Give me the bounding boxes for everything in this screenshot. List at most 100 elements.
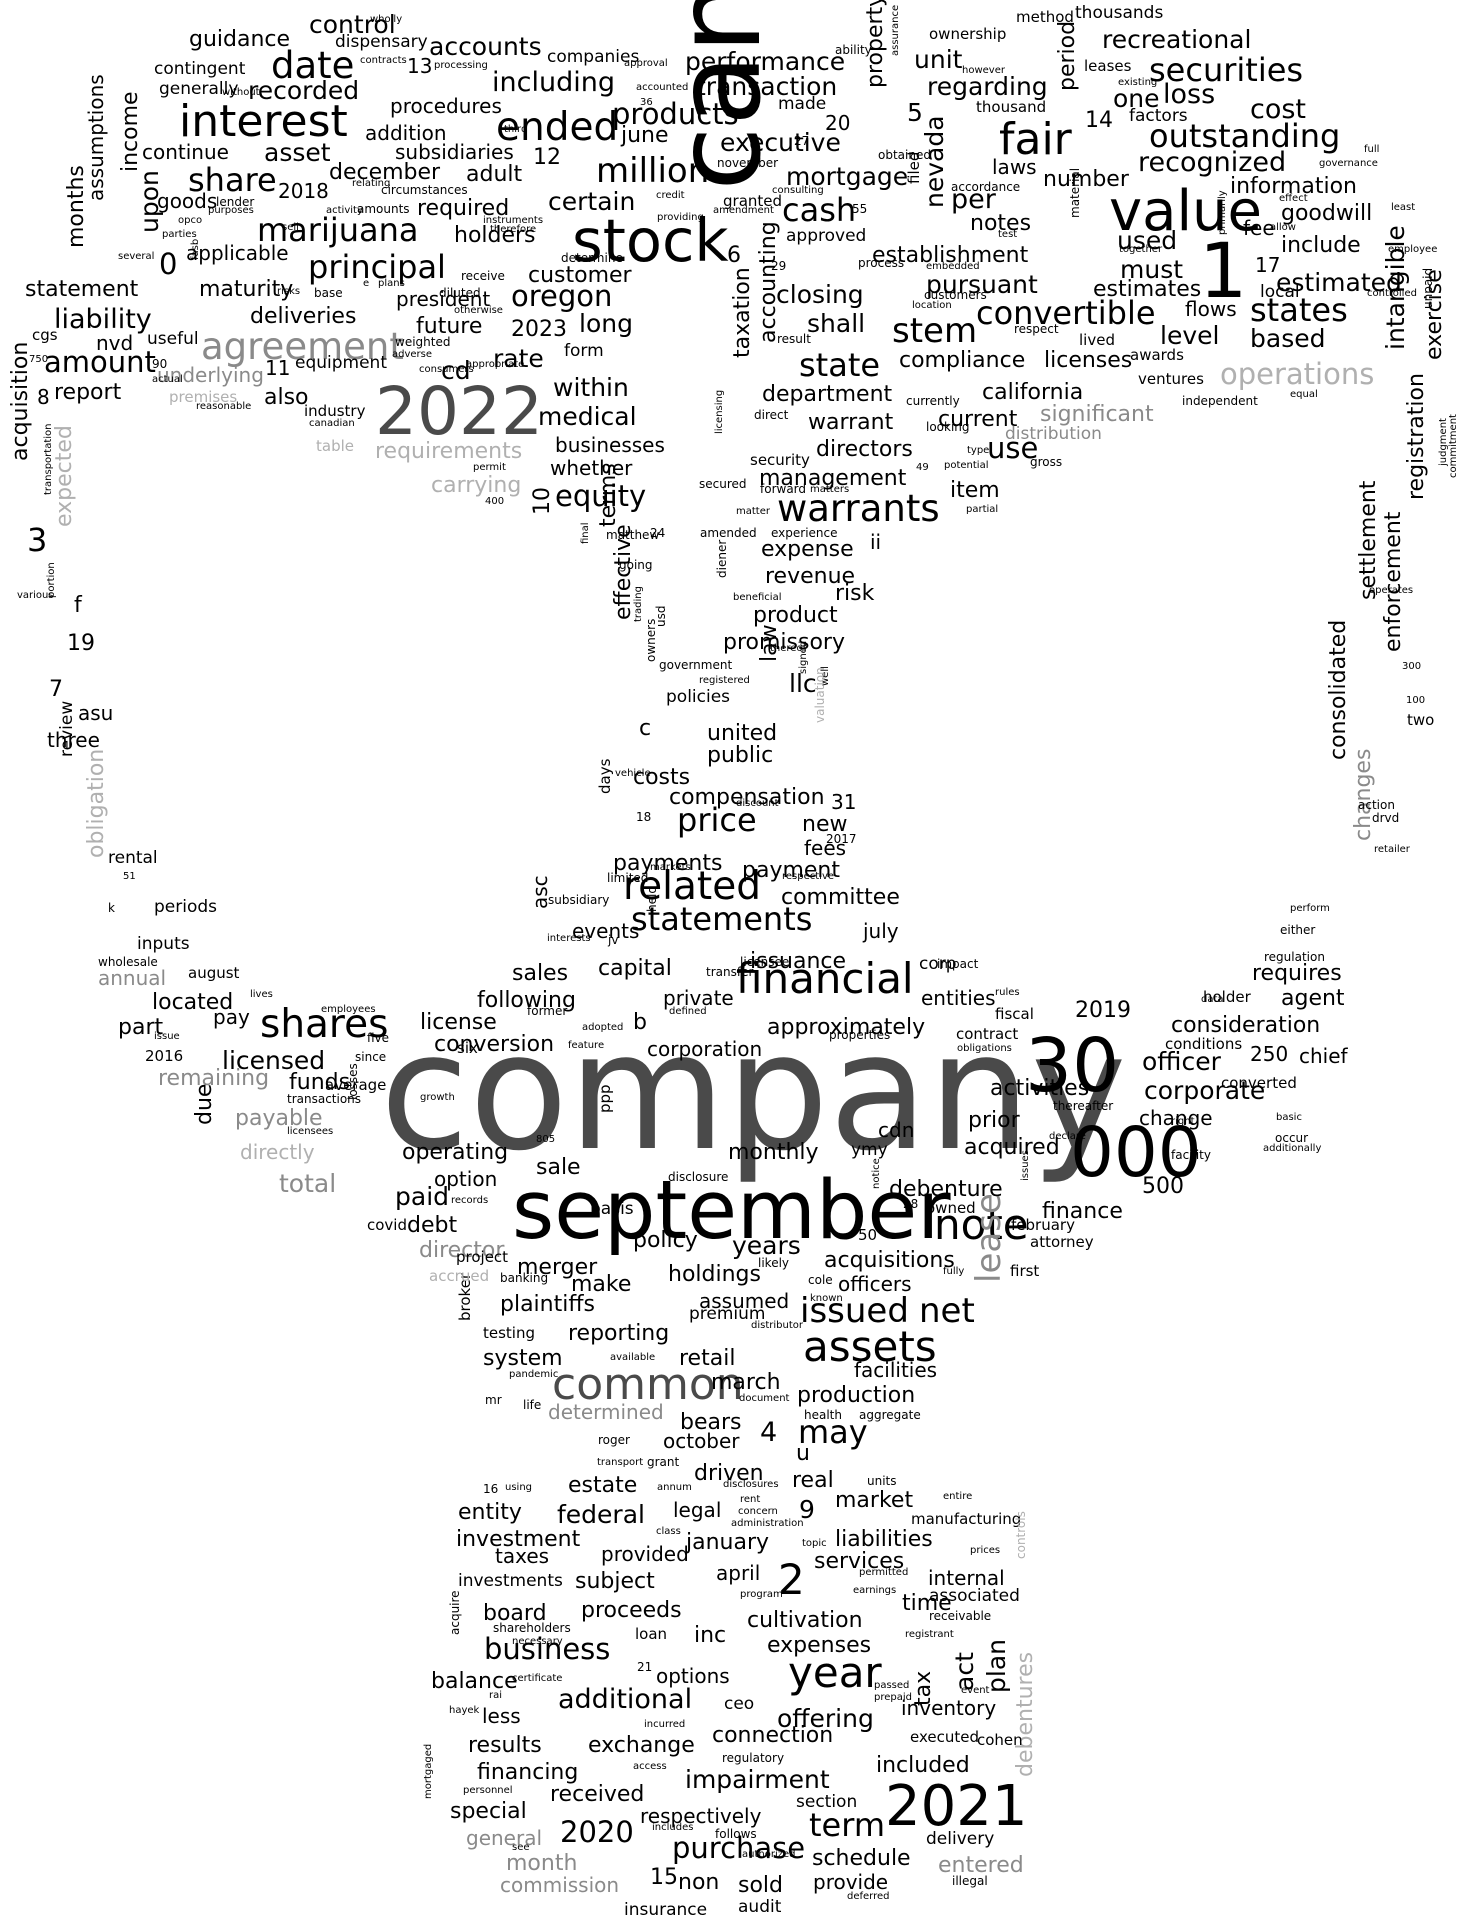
word-provide: provide — [813, 1870, 889, 1894]
word-12: 12 — [533, 145, 561, 170]
word-continue: continue — [142, 140, 229, 164]
word-facilities: facilities — [854, 1358, 938, 1382]
word-private: private — [663, 986, 734, 1010]
word-compliance: compliance — [899, 348, 1026, 373]
word-july: july — [863, 919, 899, 943]
word-results: results — [468, 1733, 542, 1758]
word-dispensary: dispensary — [335, 32, 428, 52]
word-respectively: respectively — [640, 1804, 762, 1828]
word-amount: amount — [44, 345, 156, 379]
word-49: 49 — [916, 462, 929, 473]
word-equal: equal — [1290, 389, 1318, 400]
word-pay: pay — [213, 1005, 250, 1029]
word-november: november — [717, 156, 779, 170]
word-services: services — [814, 1549, 905, 1574]
word-30: 30 — [1025, 1023, 1120, 1109]
word-actual: actual — [152, 374, 183, 385]
word-federal: federal — [557, 1500, 645, 1529]
word-corporation: corporation — [647, 1037, 763, 1061]
word-lives: lives — [250, 989, 273, 1000]
word-hayek: hayek — [449, 1705, 480, 1716]
word-delivery: delivery — [926, 1829, 995, 1849]
word-payments: payments — [613, 851, 723, 876]
word-sell: sell — [282, 222, 299, 233]
word-approximately: approximately — [767, 1015, 926, 1040]
word-permit: permit — [473, 462, 506, 473]
word-leases: leases — [1084, 57, 1132, 75]
word-regulatory: regulatory — [722, 1751, 785, 1765]
word-therefore: therefore — [490, 224, 537, 235]
word-long: long — [579, 309, 633, 338]
word-f: f — [74, 593, 82, 618]
word-cdn: cdn — [878, 1118, 915, 1142]
word-share: share — [188, 161, 277, 199]
word-settlement: settlement — [1356, 480, 1381, 600]
word-certain: certain — [548, 187, 636, 216]
word-cohen: cohen — [977, 1731, 1023, 1749]
word-level: level — [1160, 321, 1220, 350]
word-time: time — [902, 1591, 952, 1616]
word-amounts: amounts — [357, 202, 410, 216]
word-flows: flows — [1185, 297, 1237, 321]
word-passed: passed — [874, 1680, 910, 1691]
word-businesses: businesses — [555, 433, 665, 457]
word-allow: allow — [1270, 222, 1296, 233]
word-fully: fully — [943, 1266, 965, 1277]
word-transfer: transfer — [706, 965, 754, 979]
word-monthly: monthly — [728, 1140, 819, 1165]
word-agent: agent — [1281, 986, 1345, 1011]
word-used: used — [1117, 226, 1178, 255]
word-use: use — [987, 431, 1039, 465]
word-recorded: recorded — [248, 76, 360, 105]
word-convertible: convertible — [976, 294, 1156, 332]
word-19: 19 — [67, 631, 95, 656]
word-entity: entity — [458, 1500, 522, 1525]
word-distributor: distributor — [751, 1320, 803, 1331]
word-united: united — [707, 721, 778, 746]
word-required: required — [417, 196, 510, 221]
word-ventures: ventures — [1138, 370, 1204, 388]
word-factors: factors — [1129, 106, 1188, 126]
word-holder: holder — [1203, 988, 1251, 1006]
word-receivable: receivable — [929, 1609, 992, 1623]
word-pursuant: pursuant — [926, 270, 1038, 299]
word-follows: follows — [715, 1827, 757, 1841]
word-50: 50 — [858, 1226, 878, 1244]
word-partial: partial — [966, 504, 999, 515]
word-inputs: inputs — [137, 934, 190, 954]
word-august: august — [188, 964, 240, 982]
word-converted: converted — [1221, 1074, 1297, 1092]
word-less: less — [482, 1704, 521, 1728]
word-experience: experience — [771, 526, 838, 540]
word-october: october — [663, 1429, 740, 1453]
word-president: president — [396, 287, 491, 311]
word-29: 29 — [771, 259, 787, 273]
word-20: 20 — [825, 111, 851, 135]
word-amended: amended — [700, 526, 757, 540]
word-10: 10 — [530, 487, 555, 515]
word-wholesale: wholesale — [98, 955, 158, 969]
word-processing: processing — [434, 60, 488, 71]
word-taxation: taxation — [730, 267, 755, 358]
word-held: held — [645, 886, 659, 912]
word-available: available — [610, 1352, 656, 1363]
word-embedded: embedded — [926, 261, 980, 272]
word-investment: investment — [456, 1527, 581, 1552]
word-policies: policies — [666, 687, 731, 707]
word-subject: subject — [575, 1569, 655, 1594]
word-aggregate: aggregate — [859, 1408, 921, 1422]
word-type: type — [967, 445, 990, 456]
word-september: september — [512, 1164, 951, 1258]
word-2019: 2019 — [1075, 998, 1131, 1023]
word-general: general — [466, 1826, 543, 1850]
word-warrants: warrants — [777, 487, 940, 530]
word-driven: driven — [694, 1461, 764, 1486]
word-9: 9 — [799, 1495, 815, 1524]
word-17: 17 — [1255, 253, 1281, 277]
word-perform: perform — [1290, 903, 1330, 914]
word-feature: feature — [568, 1040, 605, 1051]
word-date: date — [271, 44, 355, 87]
word-licenses: licenses — [1044, 348, 1133, 373]
word-expected: expected — [52, 425, 77, 527]
word-part: part — [118, 1015, 164, 1040]
